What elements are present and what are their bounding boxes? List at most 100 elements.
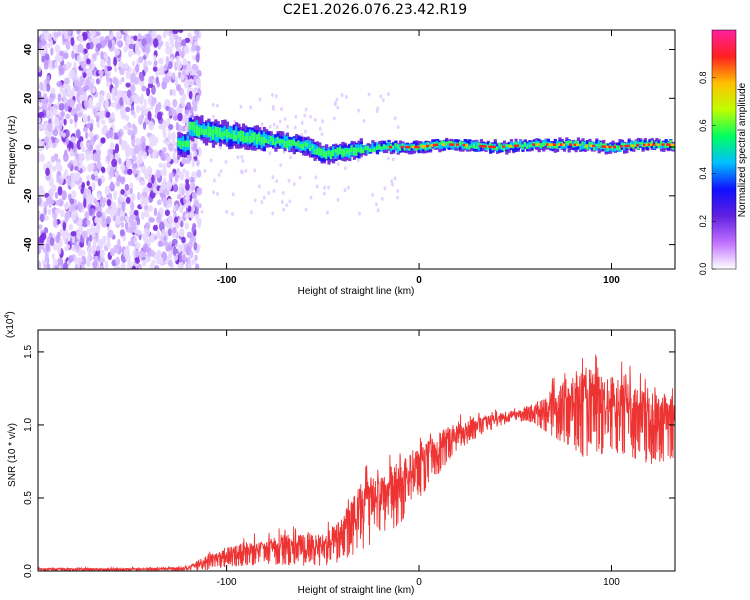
spectrogram-cell	[505, 144, 509, 148]
spectrogram-cell	[164, 241, 169, 248]
spectrogram-cell	[606, 146, 611, 151]
spectrogram-cell	[336, 197, 340, 202]
spectrogram-cell	[96, 31, 101, 37]
spectrogram-cell	[108, 30, 113, 36]
spectrogram-cell	[68, 255, 74, 263]
spectrogram-cell	[76, 30, 81, 35]
spectrogram-cell	[438, 144, 442, 149]
spectrogram-cell	[239, 104, 243, 109]
spectrogram-cell	[115, 31, 122, 38]
spectrogram-cell	[398, 146, 403, 151]
spectrogram-cell	[197, 70, 202, 77]
spectrogram-cell	[86, 219, 91, 225]
spectrogram-cell	[624, 144, 629, 148]
spectrogram-cell	[70, 230, 77, 237]
spectrogram-cell	[124, 221, 129, 230]
spectrogram-cell	[176, 84, 182, 92]
spectrogram-cell	[565, 142, 569, 149]
spectrogram-cell	[154, 265, 159, 269]
spectrogram-cell	[82, 115, 88, 124]
spectrogram-cell	[152, 224, 158, 231]
spectrogram-cell	[45, 83, 51, 92]
spectrogram-cell	[639, 141, 643, 145]
spectrogram-cell	[282, 207, 286, 212]
spectrogram-cell	[371, 148, 375, 153]
spectrogram-cell	[193, 75, 197, 83]
spectrogram-cell	[153, 55, 157, 61]
spectrogram-cell	[321, 119, 324, 124]
spectrogram-cell	[549, 145, 553, 149]
spectrogram-cell	[579, 143, 583, 147]
spectrogram-cell	[186, 141, 190, 148]
spectrogram-cell	[490, 145, 495, 149]
spectrogram-cell	[435, 143, 440, 146]
spectrogram-cell	[58, 102, 65, 111]
spectrogram-cell	[283, 116, 287, 121]
spectrogram-cell	[581, 141, 585, 145]
spectrogram-cell	[172, 226, 177, 234]
spectrogram-cell	[645, 143, 650, 146]
spectrogram-cell	[56, 164, 63, 172]
spectrogram-cell	[67, 30, 72, 36]
spectrogram-cell	[176, 153, 181, 161]
spectrogram-cell	[52, 142, 56, 149]
spectrogram-cell	[167, 75, 172, 82]
spectrogram-cell	[448, 143, 453, 146]
spectrogram-cell	[44, 60, 49, 66]
spectrogram-cell	[283, 140, 287, 148]
spectrogram-cell	[104, 260, 109, 269]
spectrogram-cell	[479, 144, 484, 148]
colorbar-label: Normalized spectral amplitude	[737, 82, 748, 217]
spectrogram-cell	[180, 74, 185, 81]
spectrogram-cell	[212, 190, 216, 195]
spectrogram-cell	[87, 115, 91, 122]
spectrogram-cell	[336, 161, 340, 166]
spectrogram-cell	[172, 184, 179, 193]
spectrogram-cell	[274, 94, 278, 99]
spectrogram-cell	[224, 159, 228, 164]
spectrogram-cell	[46, 109, 50, 117]
spectrogram-cell	[99, 265, 104, 269]
spectrogram-cell	[569, 143, 574, 146]
spectrogram-cell	[311, 144, 315, 150]
spectrogram-cell	[179, 140, 183, 150]
spectrogram-cell	[391, 182, 394, 187]
spectrogram-cell	[146, 166, 153, 176]
spectrogram-cell	[143, 199, 148, 206]
spectrogram-cell	[626, 144, 631, 148]
x-tick-label: -100	[217, 577, 237, 588]
spectrogram-cell	[376, 106, 380, 111]
spectrogram-cell	[68, 141, 74, 152]
spectrogram-cell	[159, 257, 164, 266]
spectrogram-cell	[303, 113, 307, 118]
spectrogram-cell	[287, 178, 291, 183]
spectrogram-cell	[223, 130, 227, 137]
spectrogram-cell	[217, 172, 221, 177]
spectrogram-cell	[257, 184, 261, 189]
spectrogram-cell	[631, 144, 636, 147]
spectrogram-cell	[249, 210, 253, 215]
spectrogram-cell	[186, 199, 190, 204]
spectrogram-cell	[135, 250, 140, 258]
spectrogram-cell	[421, 145, 426, 148]
spectrogram-cell	[70, 99, 76, 107]
spectrogram-cell	[138, 56, 144, 64]
spectrogram-cell	[178, 36, 182, 43]
spectrogram-cell	[77, 43, 84, 53]
spectrogram-cell	[553, 138, 557, 148]
spectrogram-cell	[560, 144, 564, 149]
spectrogram-cell	[376, 208, 380, 213]
spectrogram-cell	[475, 145, 479, 149]
spectrogram-cell	[146, 87, 151, 97]
spectrogram-cell	[230, 127, 234, 140]
spectrogram-cell	[65, 61, 71, 70]
spectrogram-cell	[597, 144, 601, 149]
spectrogram-cell	[178, 253, 182, 263]
spectrogram-cell	[86, 122, 91, 129]
spectrogram-cell	[646, 143, 650, 150]
spectrogram-cell	[188, 176, 192, 181]
spectrogram-cell	[43, 124, 48, 131]
spectrogram-cell	[94, 217, 99, 224]
spectrogram-cell	[583, 145, 587, 149]
spectrogram-cell	[182, 254, 186, 262]
